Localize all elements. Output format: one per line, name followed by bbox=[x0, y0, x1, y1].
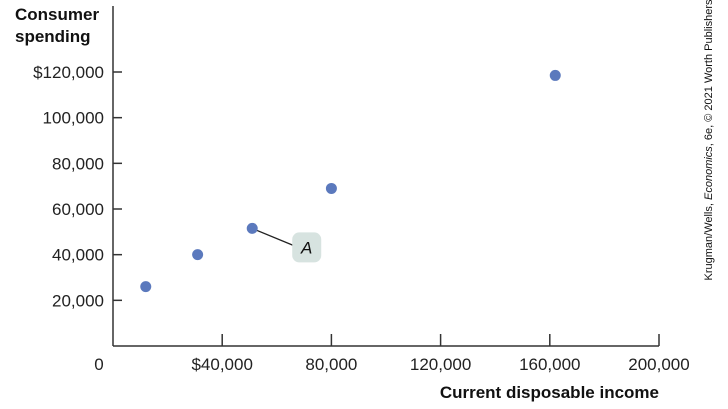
axes bbox=[112, 6, 659, 347]
scatter-point bbox=[192, 249, 204, 261]
x-ticks: 0 $40,000 80,000 120,000 160,000 200,000 bbox=[94, 334, 690, 374]
y-tick-label: $120,000 bbox=[33, 63, 104, 82]
annotation-box bbox=[292, 232, 322, 263]
x-tick-label: $40,000 bbox=[191, 355, 252, 374]
scatter-point bbox=[325, 182, 337, 194]
x-tick-label: 0 bbox=[94, 355, 103, 374]
credit-text-before: Krugman/Wells, bbox=[703, 200, 715, 281]
x-axis-title: Current disposable income bbox=[440, 383, 659, 402]
y-tick-label: 20,000 bbox=[52, 291, 104, 310]
y-axis-title-line-2: spending bbox=[15, 27, 91, 46]
y-tick-label: 100,000 bbox=[43, 109, 104, 128]
x-tick-label: 200,000 bbox=[628, 355, 689, 374]
x-tick-label: 160,000 bbox=[519, 355, 580, 374]
y-tick-label: 40,000 bbox=[52, 246, 104, 265]
y-tick-label: 60,000 bbox=[52, 200, 104, 219]
credit-text-italic: Economics bbox=[703, 146, 715, 200]
annotations: A bbox=[251, 227, 322, 263]
y-axis-title-line-1: Consumer bbox=[15, 5, 99, 24]
annotation-label: A bbox=[300, 238, 312, 257]
x-tick-label: 80,000 bbox=[305, 355, 357, 374]
scatter-point bbox=[140, 281, 152, 293]
data-points bbox=[140, 69, 561, 293]
credit-line: Krugman/Wells, Economics, 6e, © 2021 Wor… bbox=[703, 0, 715, 281]
scatter-point bbox=[549, 69, 561, 81]
scatter-point bbox=[246, 222, 258, 234]
credit-text-after: , 6e, © 2021 Worth Publishers bbox=[703, 0, 715, 146]
y-ticks: 20,000 40,000 60,000 80,000 100,000 $120,000 bbox=[33, 63, 122, 310]
x-tick-label: 120,000 bbox=[410, 355, 471, 374]
y-tick-label: 80,000 bbox=[52, 154, 104, 173]
annotation-leader-line bbox=[251, 227, 294, 247]
